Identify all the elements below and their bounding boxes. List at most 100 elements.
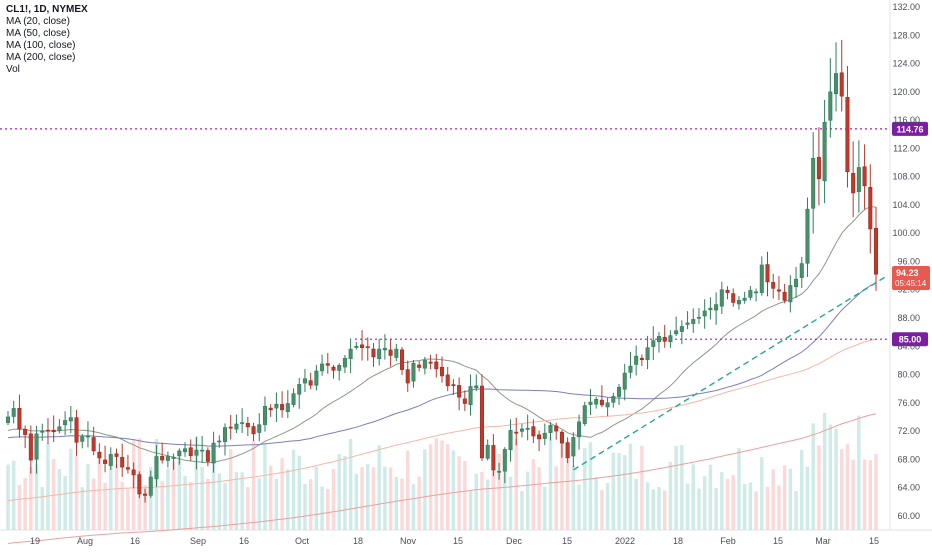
candle-body xyxy=(194,449,199,456)
volume-bar xyxy=(480,471,484,530)
volume-bar xyxy=(40,487,44,530)
candle-body xyxy=(377,348,382,360)
volume-bar xyxy=(600,490,604,530)
volume-bar xyxy=(257,478,261,530)
candle-body xyxy=(154,456,159,480)
volume-bar xyxy=(862,459,867,530)
x-tick-label: 15 xyxy=(869,536,879,546)
candle-body xyxy=(291,393,296,405)
volume-bar xyxy=(388,467,393,530)
level-price-tag xyxy=(892,332,928,347)
candle-body xyxy=(451,384,456,386)
volume-bar xyxy=(611,452,616,530)
candle-body xyxy=(51,429,56,433)
x-tick-label: 16 xyxy=(130,536,140,546)
x-tick-label: Feb xyxy=(720,536,736,546)
candle-body xyxy=(822,121,827,182)
volume-bar xyxy=(371,467,376,530)
volume-bar xyxy=(445,444,450,530)
candle-body xyxy=(828,91,833,121)
candle-body xyxy=(599,399,604,406)
volume-bar xyxy=(11,460,16,530)
candle-body xyxy=(331,366,336,371)
candle-body xyxy=(125,467,130,470)
candle-body xyxy=(5,416,11,423)
candle-body xyxy=(754,291,759,294)
volume-bar xyxy=(400,478,404,530)
volume-bar xyxy=(537,467,541,530)
volume-bar xyxy=(874,453,878,530)
candle-body xyxy=(274,403,279,409)
candle-body xyxy=(628,365,633,373)
candle-body xyxy=(17,407,22,430)
y-tick-label: 96.00 xyxy=(897,256,920,266)
volume-bar xyxy=(234,472,239,530)
volume-bar xyxy=(114,464,119,530)
candle-body xyxy=(594,398,599,405)
volume-bar xyxy=(246,487,250,530)
volume-bar xyxy=(411,484,416,530)
volume-bar xyxy=(34,463,39,530)
volume-bar xyxy=(845,444,850,530)
candle-body xyxy=(417,364,422,368)
x-tick-label: 2022 xyxy=(615,536,635,546)
candle-body xyxy=(108,454,113,466)
volume-bar xyxy=(46,443,50,530)
candle-body xyxy=(622,372,627,390)
candle-body xyxy=(251,426,256,435)
candle-body xyxy=(771,282,776,289)
volume-bar xyxy=(497,453,501,530)
candle-body xyxy=(839,72,844,97)
volume-bar xyxy=(240,472,244,530)
volume-bar xyxy=(623,455,627,530)
volume-bar xyxy=(571,465,576,530)
volume-bar xyxy=(748,482,753,530)
x-tick-label: Nov xyxy=(400,536,417,546)
volume-bar xyxy=(857,415,861,530)
candle-body xyxy=(422,360,427,369)
volume-bar xyxy=(160,481,164,530)
candle-body xyxy=(171,456,176,459)
volume-bar xyxy=(120,481,124,530)
level-price-label: 114.76 xyxy=(896,124,923,134)
volume-bar xyxy=(794,491,798,530)
candle-body xyxy=(428,361,433,364)
candle-body xyxy=(639,357,644,360)
candle-body xyxy=(565,442,570,459)
volume-bar xyxy=(406,450,410,530)
volume-bar xyxy=(531,459,536,530)
y-tick-label: 88.00 xyxy=(897,313,920,323)
candle-body xyxy=(354,345,359,348)
candle-body xyxy=(434,361,439,370)
candle-body xyxy=(468,386,473,405)
volume-bar xyxy=(200,466,204,530)
y-tick-label: 64.00 xyxy=(897,483,920,493)
volume-bar xyxy=(605,483,610,530)
candle-body xyxy=(679,326,684,332)
volume-bar xyxy=(805,466,810,530)
legend-ma200: MA (200, close) xyxy=(6,52,76,63)
candle-body xyxy=(114,453,119,457)
volume-bar xyxy=(868,460,873,530)
y-tick-label: 100.00 xyxy=(892,228,920,238)
volume-bar xyxy=(366,464,370,530)
candle-body xyxy=(702,310,707,317)
volume-bar xyxy=(69,448,73,530)
candle-body xyxy=(571,437,576,457)
volume-bar xyxy=(742,483,747,530)
candle-body xyxy=(80,436,85,442)
candle-body xyxy=(183,448,188,453)
volume-bar xyxy=(149,467,153,530)
candle-body xyxy=(731,293,736,303)
candle-body xyxy=(856,167,861,192)
volume-bar xyxy=(183,476,187,530)
y-tick-label: 132.00 xyxy=(892,2,920,12)
candle-body xyxy=(577,421,582,438)
volume-bar xyxy=(171,461,176,530)
volume-bar xyxy=(811,423,815,530)
volume-bar xyxy=(417,476,421,530)
candle-body xyxy=(462,398,467,404)
volume-bar xyxy=(6,464,10,530)
